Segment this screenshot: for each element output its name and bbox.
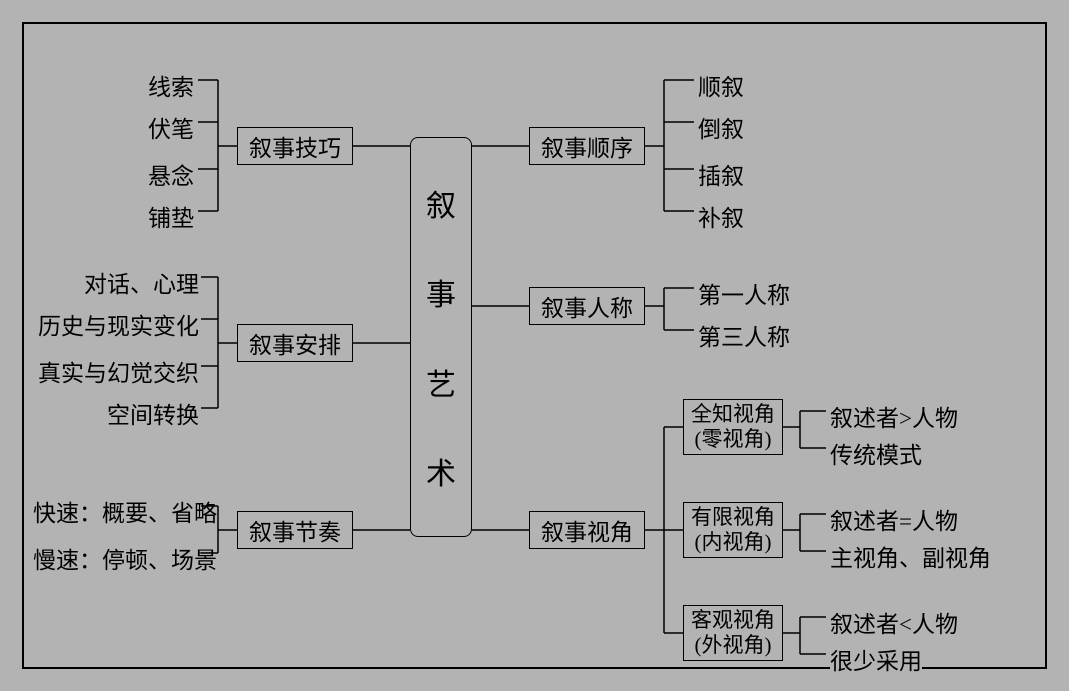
- leaf: 线索: [148, 68, 194, 102]
- node-shijiao: 叙事视角: [529, 511, 645, 549]
- center-node: 叙 事 艺 术: [410, 137, 472, 537]
- center-char: 艺: [426, 360, 456, 404]
- leaf: 对话、心理: [79, 265, 199, 299]
- center-char: 术: [426, 449, 456, 493]
- leaf: 倒叙: [698, 110, 744, 144]
- leaf: 慢速：停顿、场景: [33, 541, 217, 575]
- node-shunxu: 叙事顺序: [529, 127, 645, 165]
- leaf: 空间转换: [101, 396, 199, 430]
- leaf: 伏笔: [148, 110, 194, 144]
- leaf: 顺叙: [698, 68, 744, 102]
- leaf: 主视角、副视角: [830, 539, 991, 573]
- leaf: 第一人称: [698, 276, 790, 310]
- leaf: 快速：概要、省略: [33, 494, 217, 528]
- leaf: 真实与幻觉交织: [33, 354, 199, 388]
- leaf: 叙述者<人物: [830, 605, 958, 639]
- subnode-keguan: 客观视角 (外视角): [683, 605, 783, 661]
- node-jiezou: 叙事节奏: [237, 511, 353, 549]
- node-rencheng: 叙事人称: [529, 287, 645, 325]
- leaf: 第三人称: [698, 318, 790, 352]
- leaf: 补叙: [698, 199, 744, 233]
- center-char: 事: [426, 270, 456, 314]
- node-anpai: 叙事安排: [237, 324, 353, 362]
- center-char: 叙: [426, 181, 456, 225]
- subnode-youxian: 有限视角 (内视角): [683, 502, 783, 558]
- leaf: 插叙: [698, 157, 744, 191]
- leaf: 铺垫: [148, 199, 194, 233]
- subnode-quanzhi: 全知视角 (零视角): [683, 399, 783, 455]
- node-jiqiao: 叙事技巧: [237, 127, 353, 165]
- leaf: 叙述者=人物: [830, 502, 958, 536]
- leaf: 很少采用: [830, 642, 922, 676]
- leaf: 传统模式: [830, 436, 922, 470]
- leaf: 历史与现实变化: [33, 307, 199, 341]
- leaf: 悬念: [148, 157, 194, 191]
- leaf: 叙述者>人物: [830, 399, 958, 433]
